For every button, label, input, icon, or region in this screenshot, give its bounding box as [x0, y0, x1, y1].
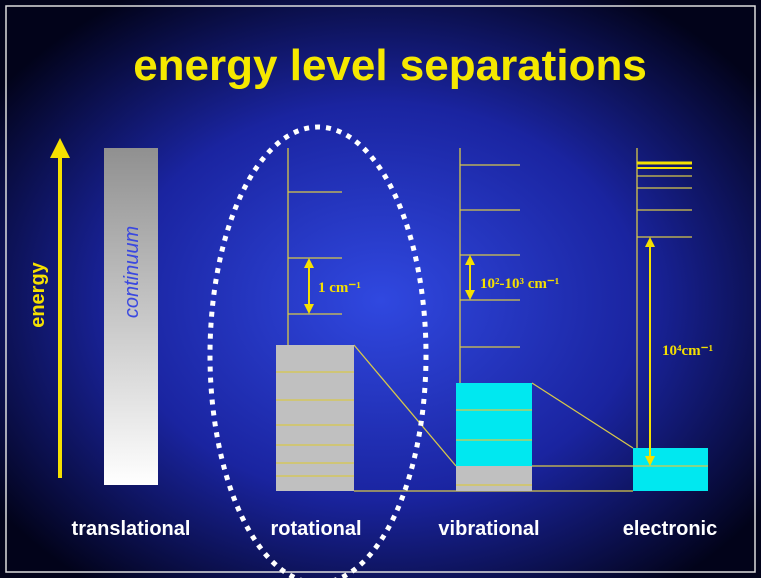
frame: [5, 5, 756, 573]
continuum-bar: [104, 148, 158, 485]
column-label: electronic: [623, 518, 717, 540]
rotational-spacing: 1 cm⁻¹: [318, 280, 361, 296]
column-label: vibrational: [438, 518, 539, 540]
continuum-label: continuum: [121, 226, 143, 318]
rotational-levels: [276, 148, 354, 491]
energy-label: energy: [27, 261, 49, 327]
column-label: translational: [72, 518, 191, 540]
title: energy level separations: [133, 41, 647, 90]
electronic-levels: [633, 148, 708, 491]
column-label: rotational: [270, 518, 361, 540]
electronic-spacing: 10⁴cm⁻¹: [662, 343, 713, 359]
vibrational-levels: [456, 148, 532, 491]
highlight-ellipse: [207, 124, 429, 578]
vibrational-spacing: 10²-10³ cm⁻¹: [480, 276, 559, 292]
